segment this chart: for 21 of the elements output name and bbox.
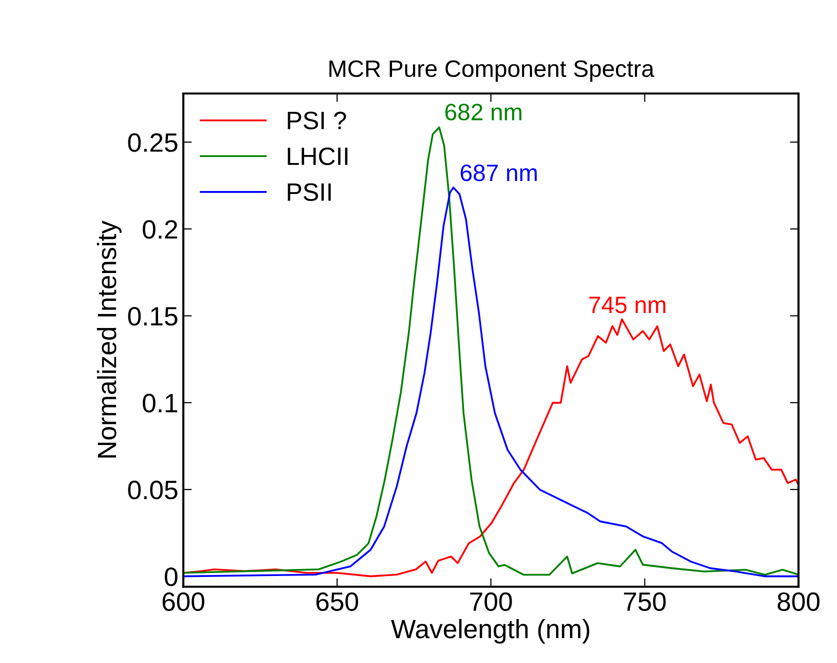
- x-axis-title: Wavelength (nm): [391, 618, 590, 644]
- annotation: 687 nm: [460, 164, 537, 182]
- legend-label: PSII: [288, 183, 331, 201]
- line-series: [183, 318, 798, 578]
- annotation: 745 nm: [589, 296, 666, 314]
- x-tick-label: 700: [470, 592, 512, 611]
- y-tick-label: 0.05: [128, 480, 178, 500]
- legend-label: PSI ?: [288, 112, 346, 130]
- y-axis-title: Normalized Intensity: [96, 220, 122, 458]
- y-tick-label: 0.25: [128, 133, 178, 152]
- chart-title: MCR Pure Component Spectra: [329, 60, 654, 82]
- y-tick-label: 0: [164, 567, 178, 586]
- x-tick-label: 800: [778, 592, 820, 611]
- y-tick-label: 0.1: [142, 394, 178, 412]
- y-tick-label: 0.15: [128, 306, 178, 326]
- legend-label: LHCII: [288, 147, 348, 166]
- x-tick-label: 750: [624, 592, 666, 611]
- annotation: 682 nm: [445, 104, 522, 120]
- y-tick-label: 0.2: [142, 220, 178, 239]
- x-tick-label: 600: [162, 592, 204, 611]
- x-tick-label: 650: [316, 592, 358, 611]
